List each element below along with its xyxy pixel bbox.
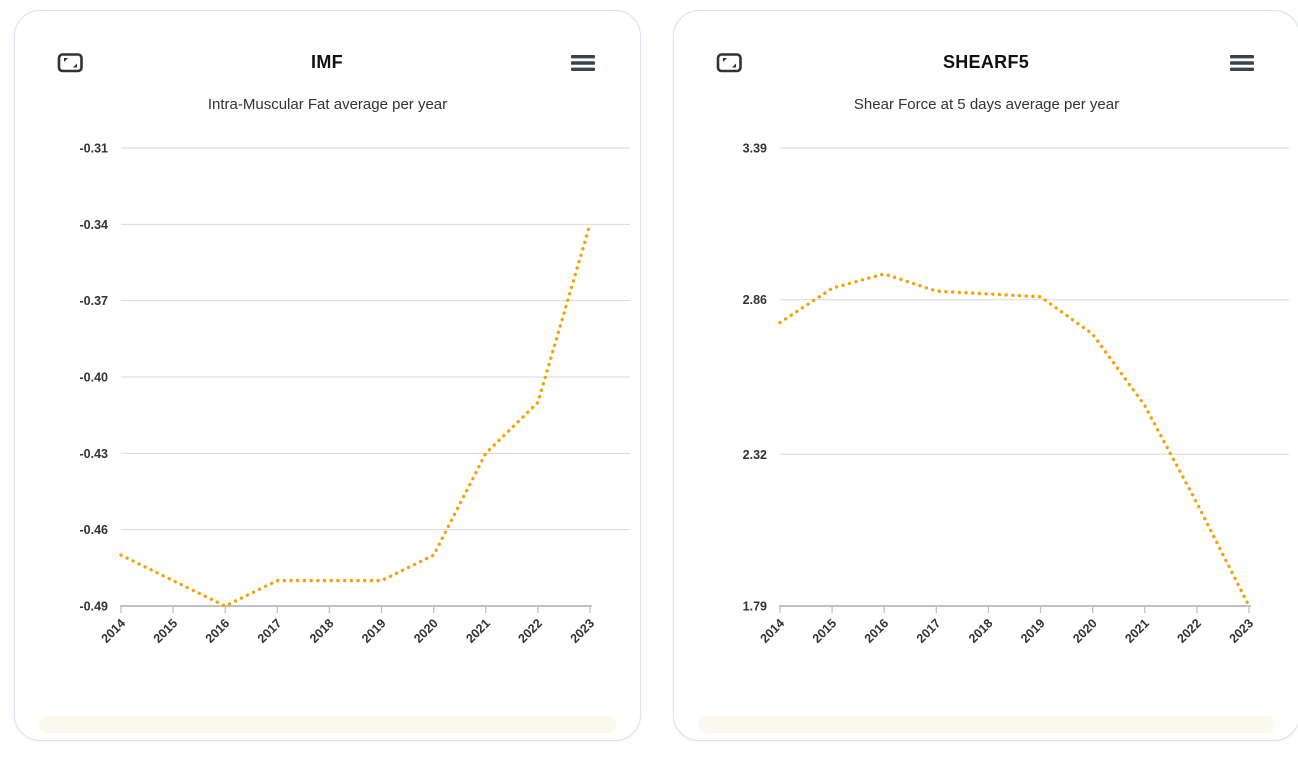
x-axis-label: 2018 <box>307 616 337 646</box>
series-line <box>119 222 592 608</box>
chart-canvas-shearf5[interactable]: 3.39 2.86 2.32 1.79 2014 2015 2016 2017 2018 2019… <box>674 121 1298 677</box>
chart-title: IMF <box>311 52 343 72</box>
x-axis-label: 2014 <box>99 616 129 646</box>
y-axis-label: -0.49 <box>80 600 109 614</box>
chart-canvas-imf[interactable]: -0.31 -0.34 -0.37 -0.40 -0.43 -0.46 -0.49 2014 2… <box>15 121 640 677</box>
card-footer-strip <box>698 716 1275 733</box>
x-axis-label: 2020 <box>411 616 441 646</box>
x-axis-label: 2020 <box>1070 616 1100 646</box>
series-line <box>778 272 1251 608</box>
chart-context-menu-button[interactable] <box>1229 53 1255 73</box>
y-axis-label: 1.79 <box>743 600 767 614</box>
card-footer-strip <box>39 716 616 733</box>
x-axis-label: 2017 <box>914 616 944 646</box>
y-axis-label: -0.46 <box>80 523 109 537</box>
fullscreen-icon <box>716 53 742 73</box>
x-axis-label: 2019 <box>1018 616 1048 646</box>
y-axis-label: -0.31 <box>80 142 109 156</box>
chart-card-imf: IMF Intra-Muscular Fat average per year … <box>14 10 641 741</box>
x-axis-label: 2014 <box>758 616 788 646</box>
x-axis-label: 2023 <box>568 616 598 646</box>
chart-subtitle: Shear Force at 5 days average per year <box>853 96 1120 113</box>
fullscreen-button[interactable] <box>716 51 743 74</box>
x-axis-label: 2015 <box>151 616 181 646</box>
fullscreen-button[interactable] <box>57 51 84 74</box>
y-axis-label: 2.32 <box>743 448 767 462</box>
chart-subtitle: Intra-Muscular Fat average per year <box>207 96 448 113</box>
x-axis-label: 2023 <box>1227 616 1257 646</box>
fullscreen-icon <box>57 53 83 73</box>
x-axis-label: 2016 <box>203 616 233 646</box>
x-axis-label: 2022 <box>515 616 545 646</box>
y-axis-label: 2.86 <box>743 293 767 307</box>
x-axis-label: 2019 <box>359 616 389 646</box>
chart-header: IMF <box>15 11 640 74</box>
chart-title: SHEARF5 <box>942 52 1030 72</box>
x-axis-label: 2015 <box>810 616 840 646</box>
y-axis-label: -0.40 <box>80 371 109 385</box>
hamburger-menu-icon <box>571 54 595 71</box>
chart-context-menu-button[interactable] <box>570 53 596 73</box>
x-axis-label: 2016 <box>862 616 892 646</box>
x-axis-label: 2022 <box>1174 616 1204 646</box>
y-axis-label: 3.39 <box>743 142 767 156</box>
y-axis-label: -0.43 <box>80 447 109 461</box>
y-axis-label: -0.37 <box>80 294 109 308</box>
y-axis-label: -0.34 <box>80 218 109 232</box>
x-axis-label: 2018 <box>966 616 996 646</box>
hamburger-menu-icon <box>1230 54 1254 71</box>
x-axis-label: 2021 <box>1122 616 1152 646</box>
x-axis-label: 2017 <box>255 616 285 646</box>
chart-header: SHEARF5 <box>674 11 1298 74</box>
x-axis-label: 2021 <box>463 616 493 646</box>
chart-card-shearf5: SHEARF5 Shear Force at 5 days average pe… <box>673 10 1298 741</box>
